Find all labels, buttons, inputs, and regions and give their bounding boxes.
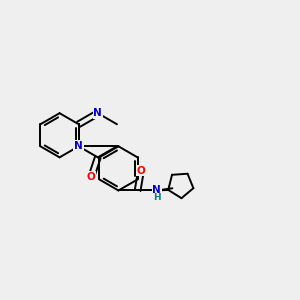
Text: O: O (87, 172, 96, 182)
Text: N: N (74, 141, 83, 151)
Text: H: H (153, 193, 161, 202)
Text: N: N (93, 108, 102, 118)
Text: N: N (152, 185, 161, 196)
Text: O: O (136, 166, 145, 176)
